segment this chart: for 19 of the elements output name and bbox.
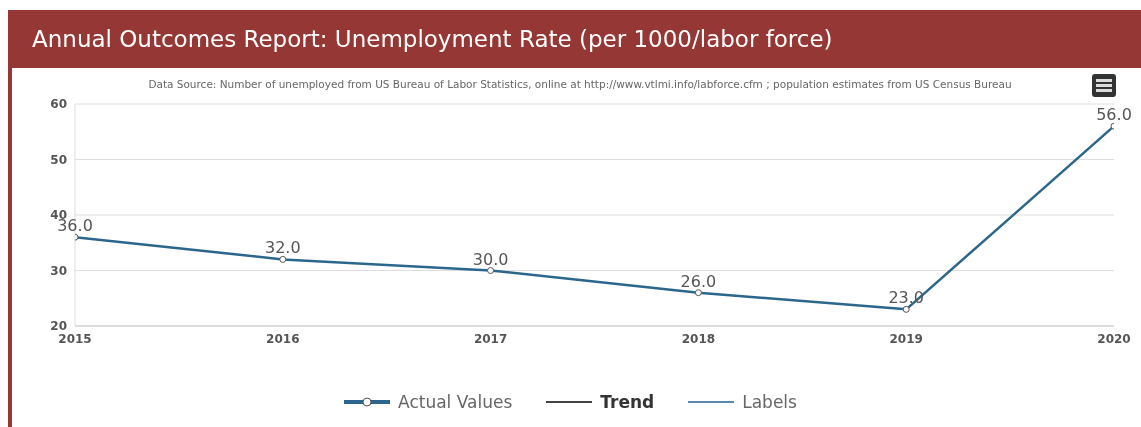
x-tick-label: 2019 bbox=[889, 331, 923, 346]
y-tick-label: 30 bbox=[50, 263, 67, 278]
y-tick-label: 20 bbox=[50, 319, 67, 334]
y-tick-label: 50 bbox=[50, 152, 67, 167]
x-tick-label: 2016 bbox=[266, 331, 300, 346]
data-label: 30.0 bbox=[472, 249, 509, 269]
y-tick-label: 60 bbox=[50, 97, 67, 112]
legend-label: Labels bbox=[742, 392, 797, 412]
legend-label: Trend bbox=[600, 392, 655, 412]
x-tick-label: 2015 bbox=[58, 331, 92, 346]
data-label: 32.0 bbox=[264, 238, 301, 258]
chart-title: Annual Outcomes Report: Unemployment Rate (per 1000/labor force) bbox=[32, 26, 833, 52]
data-label: 56.0 bbox=[1096, 105, 1132, 125]
source-note: Data Source: Number of unemployed from US Bureau of Labor Statistics, online at http://www.vtlmi.info/labforce.cfm ; population estimates from US Census Bureau bbox=[147, 78, 1013, 90]
data-label: 26.0 bbox=[680, 271, 717, 291]
x-tick-label: 2020 bbox=[1097, 331, 1131, 346]
x-tick-label: 2017 bbox=[473, 331, 508, 346]
x-tick-label: 2018 bbox=[681, 331, 716, 346]
legend-label: Actual Values bbox=[398, 392, 513, 412]
